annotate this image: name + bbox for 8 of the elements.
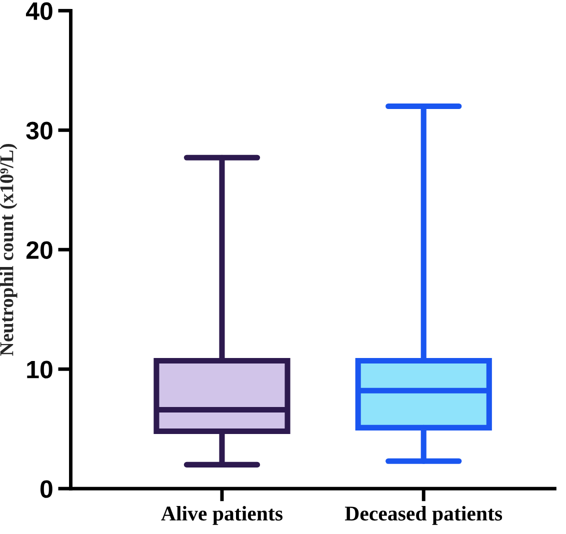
x-tick-label: Deceased patients [345,506,502,525]
y-tick-label: 10 [27,360,52,378]
y-tick-label: 30 [26,122,52,140]
y-axis-title: Neutrophil count (x10⁹/L) [0,144,18,356]
y-tick-label: 0 [40,480,52,498]
x-tick-label: Alive patients [161,506,283,525]
y-tick-label: 40 [26,2,52,20]
y-tick-label: 20 [26,241,52,259]
